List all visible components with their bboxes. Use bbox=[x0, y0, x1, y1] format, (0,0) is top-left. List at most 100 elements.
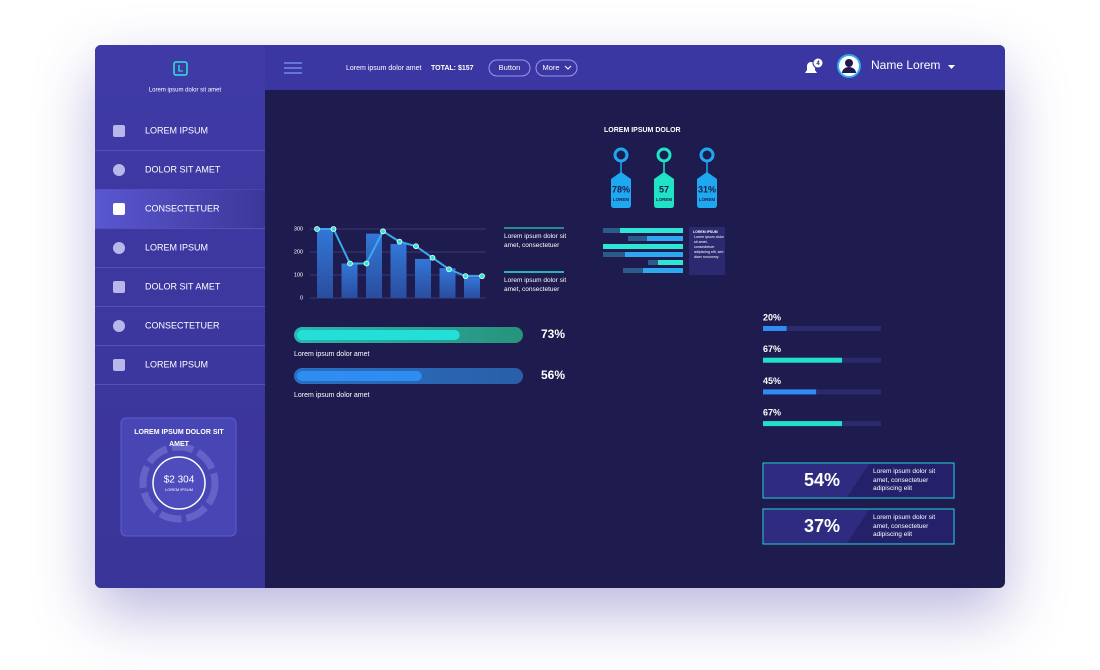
stat-value: 54% bbox=[804, 470, 840, 490]
stat-text: Lorem ipsum dolor sit amet, consectetuer… bbox=[873, 468, 936, 492]
bar-fill bbox=[763, 389, 817, 395]
progress-value: 56% bbox=[541, 368, 565, 382]
progress-fill bbox=[297, 371, 422, 381]
tag-label: LOREM bbox=[656, 197, 673, 202]
stat-value: 37% bbox=[804, 516, 840, 536]
badge bbox=[812, 57, 824, 69]
button[interactable] bbox=[488, 59, 531, 77]
line-point bbox=[462, 273, 469, 280]
menu-item[interactable]: LOREM IPSUM bbox=[145, 359, 208, 369]
mini-bar-bg bbox=[623, 268, 643, 273]
menu-icon bbox=[113, 203, 125, 215]
tags-title: LOREM IPSUM DOLOR bbox=[604, 127, 681, 134]
more-caret bbox=[564, 65, 572, 70]
bar bbox=[366, 233, 382, 298]
menu-icon bbox=[113, 359, 125, 371]
menu-icon bbox=[113, 164, 125, 176]
topbar bbox=[265, 45, 1005, 90]
tagline: Lorem ipsum dolor sit amet bbox=[149, 88, 222, 94]
line-point bbox=[380, 228, 386, 235]
tag-value: 57 bbox=[659, 184, 669, 194]
bar bbox=[390, 243, 407, 298]
bar bbox=[464, 277, 480, 298]
badge-count: 4 bbox=[816, 61, 820, 67]
line-point bbox=[330, 226, 337, 232]
avatar-body bbox=[842, 67, 856, 73]
progress-caption: Lorem ipsum dolor amet bbox=[294, 351, 370, 358]
user-name[interactable]: Name Lorem bbox=[871, 58, 940, 72]
mini-bar bbox=[625, 252, 683, 257]
tag-value: 78% bbox=[612, 184, 630, 194]
bar bbox=[341, 263, 358, 298]
bar-fill bbox=[763, 326, 787, 331]
line-point bbox=[479, 273, 485, 280]
menu-item[interactable]: CONSECTETUER bbox=[145, 203, 220, 213]
bar-label: 67% bbox=[763, 344, 781, 354]
logo-box bbox=[173, 61, 188, 76]
mini-bar bbox=[658, 260, 683, 265]
bar-label: 45% bbox=[763, 376, 781, 386]
card-caption: LOREM IPSUM bbox=[165, 487, 193, 492]
logo: L bbox=[178, 63, 184, 73]
line-point bbox=[429, 254, 436, 261]
tag-label: LOREM bbox=[613, 197, 630, 202]
legend-text: Lorem ipsum dolor sit amet, consectetuer bbox=[504, 277, 567, 293]
gauge-ring bbox=[152, 456, 206, 510]
mini-bar bbox=[603, 244, 683, 249]
line-point bbox=[314, 226, 320, 232]
tag-pin bbox=[656, 147, 672, 163]
tag bbox=[611, 172, 631, 208]
menu-icon bbox=[113, 320, 125, 332]
progress-caption: Lorem ipsum dolor amet bbox=[294, 392, 370, 399]
line-point bbox=[347, 260, 353, 267]
tag-value: 31% bbox=[698, 184, 716, 194]
tag-label: LOREM bbox=[699, 197, 716, 202]
line-point bbox=[363, 260, 370, 267]
menu-icon bbox=[113, 242, 125, 254]
menu-icon bbox=[113, 281, 125, 293]
stat-shade bbox=[764, 510, 869, 543]
button-label: Button bbox=[499, 63, 521, 72]
note-text: Lorem ipsum dolor sit amet, consectetuer… bbox=[694, 235, 724, 259]
more-button[interactable] bbox=[535, 59, 578, 77]
bar-label: 67% bbox=[763, 407, 781, 417]
bar bbox=[415, 258, 431, 298]
menu-item[interactable]: DOLOR SIT AMET bbox=[145, 281, 221, 291]
card-amount: $2 304 bbox=[164, 475, 195, 486]
y-tick-label: 200 bbox=[294, 249, 303, 255]
legend-text: Lorem ipsum dolor sit amet, consectetuer bbox=[504, 233, 567, 249]
y-tick-label: 300 bbox=[294, 226, 303, 232]
tag-pin bbox=[699, 147, 715, 163]
progress-fill bbox=[297, 330, 460, 340]
y-tick-label: 100 bbox=[294, 272, 303, 278]
bar-track bbox=[763, 326, 881, 331]
line-point bbox=[413, 243, 419, 250]
mini-bar-bg bbox=[648, 260, 658, 265]
dashboard bbox=[95, 45, 1005, 588]
card-title: LOREM IPSUM DOLOR SIT AMET bbox=[134, 429, 224, 448]
tag bbox=[654, 172, 674, 208]
gauge-outer bbox=[139, 443, 219, 523]
bar-fill bbox=[763, 357, 843, 363]
bar-track bbox=[763, 389, 881, 395]
note-box bbox=[689, 227, 725, 275]
avatar-head bbox=[845, 59, 853, 67]
more-label: More bbox=[542, 63, 559, 72]
stat-text: Lorem ipsum dolor sit amet, consectetuer… bbox=[873, 514, 936, 538]
line-point bbox=[446, 266, 452, 273]
mini-bar-bg bbox=[603, 228, 620, 233]
top-text: Lorem ipsum dolor amet bbox=[346, 65, 422, 72]
mini-bar bbox=[643, 268, 683, 273]
menu-item[interactable]: CONSECTETUER bbox=[145, 320, 220, 330]
stat-shade bbox=[764, 464, 869, 497]
menu-item[interactable]: LOREM IPSUM bbox=[145, 125, 208, 135]
progress-value: 73% bbox=[541, 327, 565, 341]
menu-item[interactable]: LOREM IPSUM bbox=[145, 242, 208, 252]
user-caret bbox=[948, 65, 955, 69]
tag bbox=[697, 172, 717, 208]
menu-icon bbox=[113, 125, 125, 137]
menu-item[interactable]: DOLOR SIT AMET bbox=[145, 164, 221, 174]
tag-pin bbox=[613, 147, 629, 163]
